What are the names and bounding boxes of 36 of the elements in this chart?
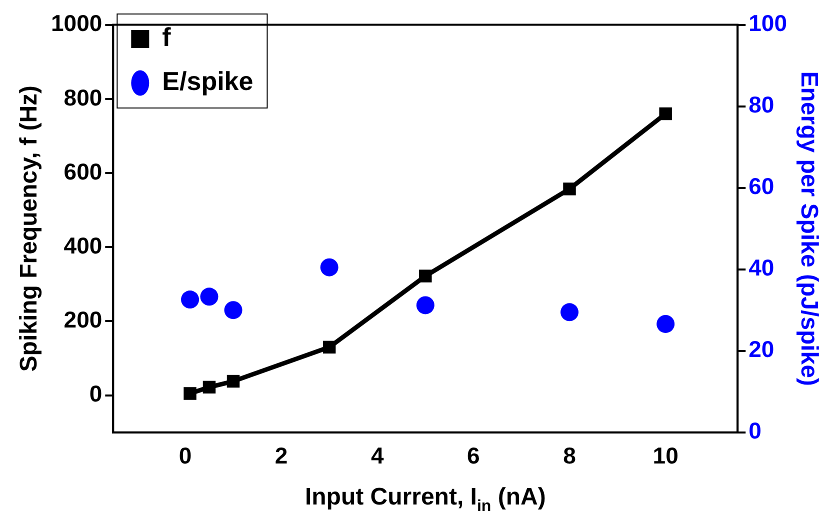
x-tick-label: 2 [274, 442, 288, 469]
y-tick-label: 1000 [50, 10, 102, 36]
point [202, 380, 216, 394]
y-tick-label: 0 [89, 380, 102, 407]
x-tick-label: 8 [563, 442, 576, 469]
y2-axis-title: Energy per Spike (pJ/spike) [795, 71, 822, 386]
y2-tick-label: 60 [748, 173, 774, 200]
point [226, 374, 240, 388]
point [184, 387, 196, 400]
x-tick-label: 4 [370, 442, 384, 469]
y2-tick-label: 20 [748, 336, 774, 362]
x-tick-label: 10 [652, 442, 678, 469]
point [563, 182, 576, 196]
point [416, 296, 434, 314]
point [659, 107, 672, 120]
point [656, 314, 675, 333]
point [419, 270, 432, 282]
y2-tick-label: 100 [748, 10, 787, 36]
point [224, 301, 242, 320]
y2-tick-label: 0 [748, 418, 762, 444]
x-tick-label: 0 [178, 442, 192, 469]
legend-label: E/spike [162, 66, 254, 96]
point [200, 288, 218, 306]
point [322, 340, 336, 354]
y-axis-title: Spiking Frequency, f (Hz) [16, 85, 43, 372]
y-tick-label: 800 [64, 84, 102, 110]
point [560, 303, 578, 322]
y-tick-label: 600 [64, 158, 102, 184]
y-tick-label: 400 [64, 232, 102, 258]
y-tick-label: 200 [64, 306, 102, 333]
point [181, 290, 200, 309]
y2-tick-label: 40 [748, 254, 774, 281]
y2-tick-label: 80 [748, 92, 774, 118]
point [320, 258, 338, 276]
legend-label: f [162, 22, 172, 52]
x-tick-label: 6 [467, 442, 480, 469]
